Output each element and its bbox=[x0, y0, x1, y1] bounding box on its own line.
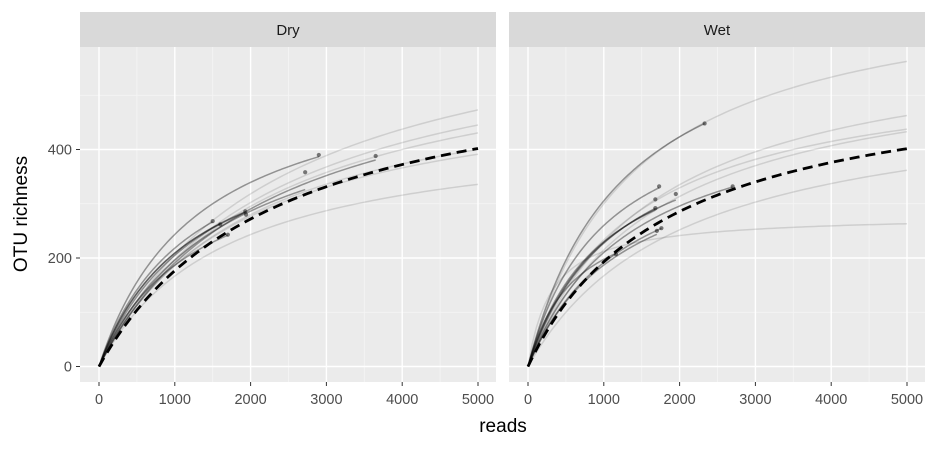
observed-point bbox=[730, 184, 735, 189]
x-tick-label: 3000 bbox=[739, 392, 771, 408]
x-tick-label: 1000 bbox=[588, 392, 620, 408]
sample-curve bbox=[527, 209, 656, 367]
sample-curve bbox=[527, 252, 617, 367]
sample-curve bbox=[527, 199, 677, 367]
sample-curve bbox=[527, 222, 908, 367]
x-tick-label: 5000 bbox=[891, 392, 923, 408]
x-tick-label: 2000 bbox=[234, 392, 266, 408]
x-tick-label: 2000 bbox=[663, 392, 695, 408]
sample-curve bbox=[527, 169, 908, 367]
observed-point bbox=[303, 170, 308, 175]
sample-curve bbox=[527, 187, 660, 367]
observed-point bbox=[218, 222, 223, 227]
sample-curve bbox=[98, 109, 479, 367]
sample-curve bbox=[98, 132, 479, 367]
x-tick-label: 5000 bbox=[462, 392, 494, 408]
observed-point bbox=[243, 212, 249, 217]
observed-point bbox=[210, 219, 215, 224]
sample-curve bbox=[98, 223, 221, 367]
facet-wet-panel bbox=[509, 47, 925, 382]
observed-point bbox=[225, 232, 230, 237]
observed-point bbox=[659, 226, 664, 231]
y-tick-label: 400 bbox=[48, 143, 72, 159]
facet-wet: Wet 0 1000 2000 3000 4000 5000 bbox=[509, 12, 925, 408]
x-tick-label: 4000 bbox=[386, 392, 418, 408]
observed-point bbox=[373, 153, 378, 159]
sample-curve bbox=[527, 122, 705, 367]
y-axis: 0 200 400 bbox=[48, 143, 80, 376]
sample-curve bbox=[98, 124, 479, 367]
facet-dry-curves bbox=[97, 109, 479, 368]
sample-curve bbox=[98, 159, 376, 367]
x-tick-label: 0 bbox=[95, 392, 103, 408]
facet-dry: Dry 0 1000 2000 3000 4000 5000 bbox=[80, 12, 496, 408]
facet-wet-x-axis: 0 1000 2000 3000 4000 5000 bbox=[524, 382, 923, 408]
facet-dry-points bbox=[210, 152, 378, 237]
observed-point bbox=[673, 191, 678, 197]
observed-point bbox=[653, 205, 658, 211]
y-axis-title: OTU richness bbox=[11, 156, 32, 272]
x-tick-label: 1000 bbox=[159, 392, 191, 408]
facet-dry-panel bbox=[80, 47, 496, 382]
facet-dry-strip bbox=[80, 12, 496, 47]
observed-point bbox=[316, 152, 321, 158]
x-tick-label: 3000 bbox=[310, 392, 342, 408]
facet-dry-label: Dry bbox=[276, 22, 300, 39]
observed-point bbox=[243, 209, 248, 214]
facet-wet-label: Wet bbox=[704, 22, 731, 39]
facet-wet-curves bbox=[526, 60, 908, 368]
x-tick-label: 4000 bbox=[815, 392, 847, 408]
y-tick-label: 200 bbox=[48, 251, 72, 267]
facet-wet-points bbox=[613, 121, 735, 257]
sample-curve bbox=[527, 130, 908, 367]
sample-curve bbox=[527, 207, 656, 367]
observed-point bbox=[702, 121, 707, 126]
observed-point bbox=[653, 197, 658, 202]
facet-wet-grid bbox=[509, 47, 925, 382]
y-tick-label: 0 bbox=[64, 360, 72, 376]
sample-curve bbox=[527, 128, 908, 367]
observed-point bbox=[657, 184, 662, 189]
observed-point bbox=[613, 252, 619, 257]
facet-dry-x-axis: 0 1000 2000 3000 4000 5000 bbox=[95, 382, 494, 408]
facet-dry-grid bbox=[80, 47, 496, 382]
x-tick-label: 0 bbox=[524, 392, 532, 408]
observed-point bbox=[654, 228, 659, 233]
sample-curve bbox=[98, 188, 306, 367]
sample-curve bbox=[527, 114, 908, 367]
sample-curve bbox=[98, 221, 214, 367]
facet-wet-strip bbox=[509, 12, 925, 47]
sample-curve bbox=[527, 60, 908, 367]
sample-curve bbox=[98, 156, 320, 367]
sample-curve bbox=[527, 186, 733, 367]
mean-rarefaction-curve bbox=[97, 147, 479, 368]
mean-rarefaction-curve bbox=[526, 147, 908, 368]
sample-curve bbox=[98, 183, 479, 367]
x-axis-title: reads bbox=[479, 416, 527, 437]
